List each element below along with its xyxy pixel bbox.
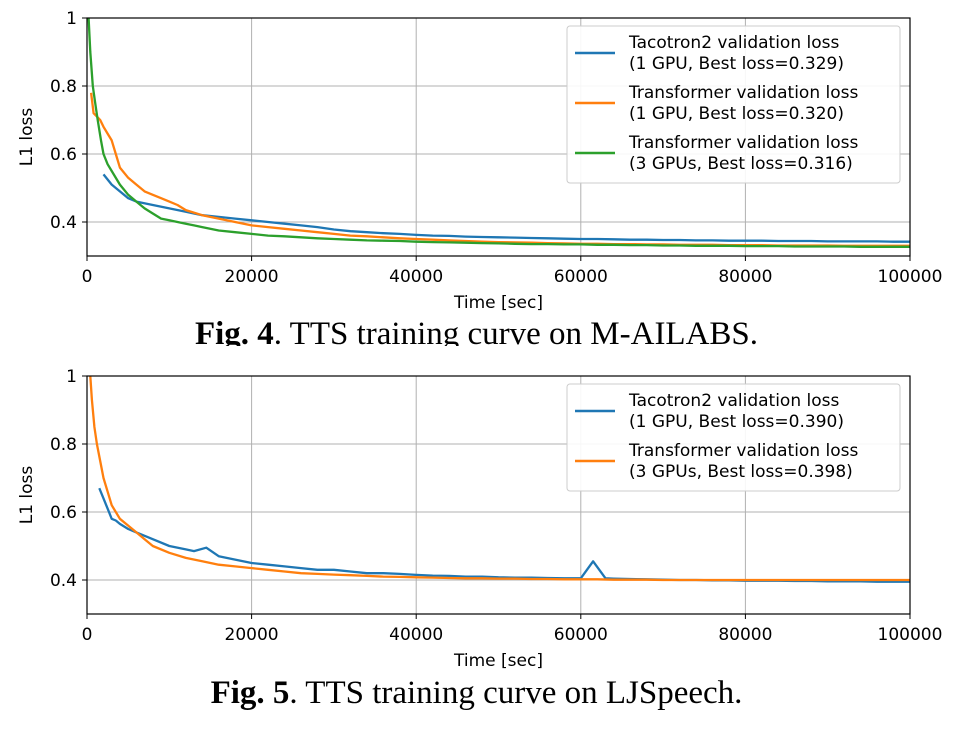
- legend-label: Transformer validation loss: [628, 133, 858, 153]
- figure-5-caption-label: Fig. 5: [210, 675, 290, 711]
- legend-entry-1: Tacotron2 validation loss(1 GPU, Best lo…: [575, 391, 844, 432]
- legend-box: [566, 383, 901, 492]
- y-tick-label: 0.6: [50, 145, 77, 165]
- x-tick-label: 100000: [878, 625, 943, 645]
- legend-sublabel: (3 GPUs, Best loss=0.398): [629, 462, 853, 482]
- legend-entry-2: Transformer validation loss(1 GPU, Best …: [575, 83, 858, 124]
- legend: Tacotron2 validation loss(1 GPU, Best lo…: [566, 25, 901, 184]
- y-tick-label: 0.6: [50, 503, 77, 523]
- y-tick-label: 0.4: [50, 213, 77, 233]
- x-tick-label: 0: [82, 625, 93, 645]
- y-tick-label: 1: [66, 367, 77, 387]
- x-tick-label: 20000: [225, 625, 279, 645]
- x-tick-label: 20000: [225, 267, 279, 287]
- y-axis-label: L1 loss: [17, 466, 37, 525]
- y-tick-label: 0.4: [50, 571, 77, 591]
- legend-label: Tacotron2 validation loss: [628, 391, 839, 411]
- series-line-3: [87, 18, 910, 248]
- legend-entry-3: Transformer validation loss(3 GPUs, Best…: [575, 133, 858, 174]
- legend-box: [566, 25, 901, 184]
- x-tick-label: 0: [82, 267, 93, 287]
- y-tick-label: 0.8: [50, 77, 77, 97]
- x-tick-label: 80000: [718, 625, 772, 645]
- x-axis-label: Time [sec]: [453, 651, 543, 671]
- figure-5-caption: Fig. 5. TTS training curve on LJSpeech.: [0, 677, 953, 710]
- legend-sublabel: (1 GPU, Best loss=0.320): [629, 104, 844, 124]
- legend-label: Transformer validation loss: [628, 83, 858, 103]
- x-tick-label: 40000: [389, 267, 443, 287]
- chart-4: 0 20000 40000 60000 80000 100000 0.4 0.6 0.8 1 Tim…: [17, 9, 942, 313]
- x-axis-label: Time [sec]: [453, 293, 543, 313]
- legend-sublabel: (1 GPU, Best loss=0.329): [629, 54, 844, 74]
- legend-label: Tacotron2 validation loss: [628, 33, 839, 53]
- series-group: [87, 18, 910, 248]
- x-tick-label: 40000: [389, 625, 443, 645]
- x-tick-label: 80000: [718, 267, 772, 287]
- legend-sublabel: (3 GPUs, Best loss=0.316): [629, 154, 853, 174]
- figure-4-caption-label: Fig. 4: [194, 318, 274, 346]
- axes-frame: [86, 375, 911, 615]
- series-group: [89, 376, 910, 583]
- legend-entry-2: Transformer validation loss(3 GPUs, Best…: [575, 441, 858, 482]
- legend-label: Transformer validation loss: [628, 441, 858, 461]
- legend-sublabel: (1 GPU, Best loss=0.390): [629, 412, 844, 432]
- y-tick-label: 0.8: [50, 435, 77, 455]
- x-tick-label: 100000: [878, 267, 943, 287]
- x-tick-label: 60000: [554, 267, 608, 287]
- figure-4-caption: Fig. 4. TTS training curve on M-AILABS.: [0, 318, 953, 346]
- figure-5-caption-text: . TTS training curve on LJSpeech.: [289, 675, 743, 711]
- axes-frame: [86, 17, 911, 257]
- chart-5: 0 20000 40000 60000 80000 100000 0.4 0.6 0.8 1 Tim…: [17, 367, 942, 671]
- y-tick-label: 1: [66, 9, 77, 29]
- legend: Tacotron2 validation loss(1 GPU, Best lo…: [566, 383, 901, 492]
- figure-4-caption-text: . TTS training curve on M-AILABS.: [273, 318, 759, 346]
- series-line-2: [89, 376, 910, 582]
- y-axis-label: L1 loss: [17, 108, 37, 167]
- legend-entry-1: Tacotron2 validation loss(1 GPU, Best lo…: [575, 33, 844, 74]
- x-tick-label: 60000: [554, 625, 608, 645]
